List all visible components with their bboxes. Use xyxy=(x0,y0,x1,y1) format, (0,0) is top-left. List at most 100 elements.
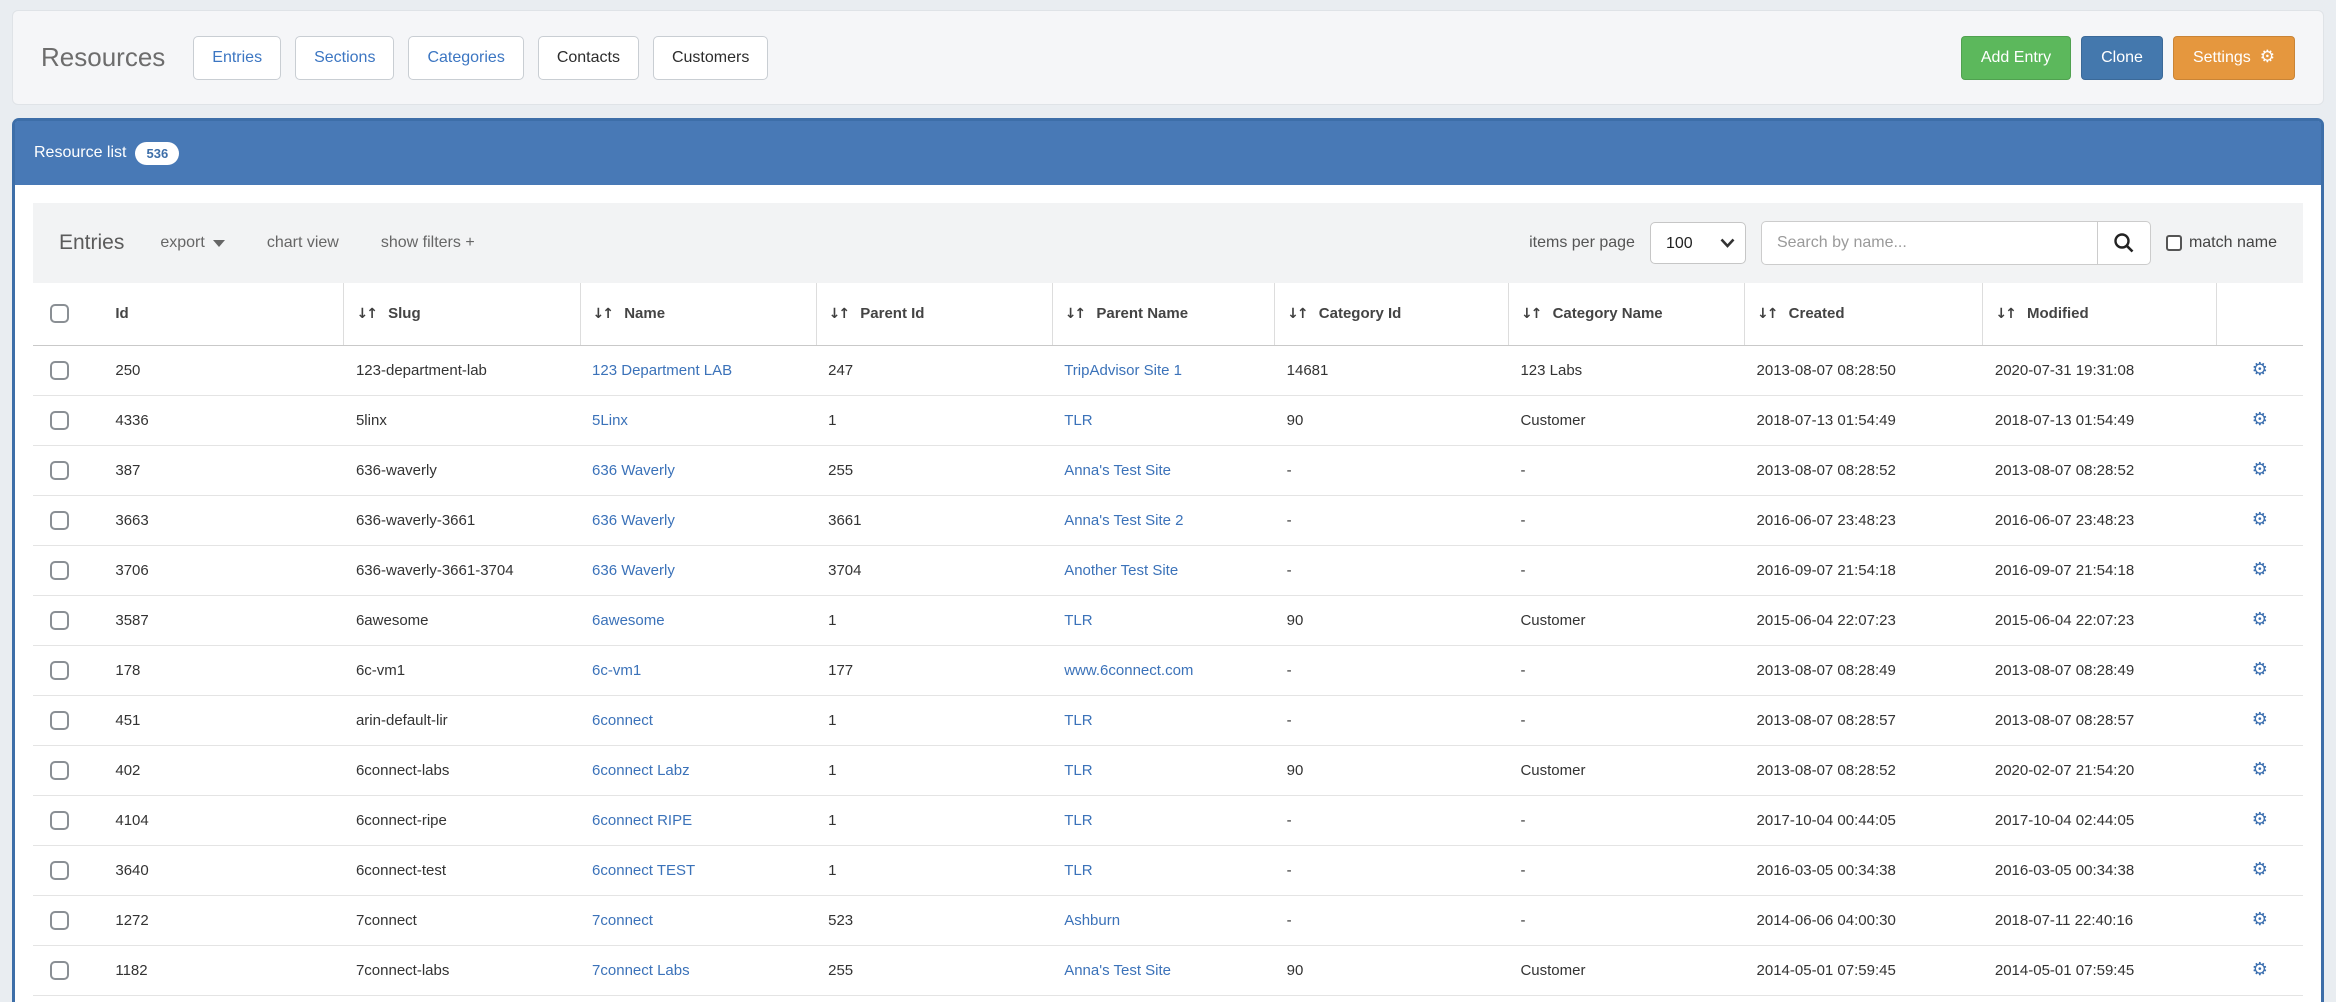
entry-name-link[interactable]: 7connect Labs xyxy=(592,961,690,979)
parent-name-link[interactable]: Anna's Test Site xyxy=(1064,461,1172,479)
row-settings-button[interactable]: ⚙ xyxy=(2248,907,2272,933)
match-name-checkbox[interactable] xyxy=(2165,235,2182,251)
chart-view-link[interactable]: chart view xyxy=(266,234,339,251)
parent-name-link[interactable]: Anna's Test Site xyxy=(1064,961,1172,979)
table-row: 402 6connect-labs 6connect Labz 1 TLR 90… xyxy=(33,745,2303,796)
cell-id: 451 xyxy=(103,695,344,746)
row-checkbox[interactable] xyxy=(50,860,69,880)
column-header-category-id[interactable]: ↓↑ Category Id xyxy=(1274,283,1509,346)
cell-parent-name: TLR xyxy=(1052,845,1275,896)
cell-select xyxy=(33,745,104,796)
cell-category-name: Customer xyxy=(1508,395,1745,446)
column-label: Name xyxy=(624,305,666,323)
tab-categories[interactable]: Categories xyxy=(408,35,524,80)
select-all-checkbox[interactable] xyxy=(50,304,69,324)
parent-name-link[interactable]: TLR xyxy=(1064,811,1093,829)
column-header-category-name[interactable]: ↓↑ Category Name xyxy=(1507,283,1745,346)
cell-actions: ⚙ xyxy=(2216,545,2303,596)
entry-name-link[interactable]: 6awesome xyxy=(592,611,665,629)
row-checkbox[interactable] xyxy=(50,410,69,430)
gear-icon: ⚙ xyxy=(2251,759,2268,780)
row-settings-button[interactable]: ⚙ xyxy=(2248,457,2272,483)
cell-name: 6connect TEST xyxy=(580,845,817,896)
parent-name-link[interactable]: TLR xyxy=(1064,711,1093,729)
entry-name-link[interactable]: 6connect Labz xyxy=(592,761,690,779)
button-label: Clone xyxy=(2101,48,2143,66)
search-icon xyxy=(2114,233,2134,253)
row-checkbox[interactable] xyxy=(50,660,69,680)
entry-name-link[interactable]: 6connect RIPE xyxy=(592,811,693,829)
row-checkbox[interactable] xyxy=(50,760,69,780)
row-settings-button[interactable]: ⚙ xyxy=(2248,357,2272,383)
items-per-page-select[interactable]: 100 xyxy=(1649,222,1746,264)
table-row: 3587 6awesome 6awesome 1 TLR 90 Customer… xyxy=(33,595,2303,646)
cell-actions: ⚙ xyxy=(2216,945,2303,996)
row-settings-button[interactable]: ⚙ xyxy=(2248,657,2272,683)
parent-name-link[interactable]: Ashburn xyxy=(1064,911,1121,929)
add-entry-button[interactable]: Add Entry xyxy=(1960,35,2072,80)
cell-modified: 2014-05-01 07:59:45 xyxy=(1982,945,2217,996)
tab-customers[interactable]: Customers xyxy=(652,35,769,80)
parent-name-link[interactable]: TLR xyxy=(1064,611,1093,629)
column-header-created[interactable]: ↓↑ Created xyxy=(1744,283,1983,346)
entry-name-link[interactable]: 636 Waverly xyxy=(592,511,675,529)
cell-category-name: - xyxy=(1508,645,1745,696)
row-checkbox[interactable] xyxy=(50,510,69,530)
parent-name-link[interactable]: TLR xyxy=(1064,411,1093,429)
row-checkbox[interactable] xyxy=(50,810,69,830)
parent-name-link[interactable]: TripAdvisor Site 1 xyxy=(1064,361,1183,379)
row-settings-button[interactable]: ⚙ xyxy=(2248,807,2272,833)
cell-category-name: - xyxy=(1508,795,1745,846)
entry-name-link[interactable]: 636 Waverly xyxy=(592,561,675,579)
table-header-row: Id ↓↑ Slug ↓↑ Name ↓↑ Parent Id ↓↑ Paren… xyxy=(33,283,2303,346)
parent-name-link[interactable]: TLR xyxy=(1064,861,1093,879)
cell-modified: 2018-07-13 01:54:49 xyxy=(1982,395,2217,446)
cell-select xyxy=(33,945,104,996)
show-filters-link[interactable]: show filters + xyxy=(380,234,475,251)
tab-sections[interactable]: Sections xyxy=(295,35,395,80)
entry-name-link[interactable]: 636 Waverly xyxy=(592,461,675,479)
column-header-parent-id[interactable]: ↓↑ Parent Id xyxy=(815,283,1053,346)
cell-id: 4104 xyxy=(103,795,344,846)
column-header-name[interactable]: ↓↑ Name xyxy=(579,283,817,346)
cell-created: 2017-10-04 00:44:05 xyxy=(1744,795,1983,846)
entry-name-link[interactable]: 6connect TEST xyxy=(592,861,696,879)
row-checkbox[interactable] xyxy=(50,910,69,930)
settings-button[interactable]: Settings ⚙ xyxy=(2172,35,2295,80)
parent-name-link[interactable]: www.6connect.com xyxy=(1064,661,1194,679)
row-checkbox[interactable] xyxy=(50,960,69,980)
row-settings-button[interactable]: ⚙ xyxy=(2248,507,2272,533)
tab-entries[interactable]: Entries xyxy=(193,35,282,80)
gear-icon: ⚙ xyxy=(2251,509,2268,530)
row-checkbox[interactable] xyxy=(50,560,69,580)
header-actions: Add Entry Clone Settings ⚙ xyxy=(1960,35,2295,80)
row-settings-button[interactable]: ⚙ xyxy=(2248,407,2272,433)
entry-name-link[interactable]: 6c-vm1 xyxy=(592,661,642,679)
entry-name-link[interactable]: 123 Department LAB xyxy=(592,361,733,379)
row-checkbox[interactable] xyxy=(50,460,69,480)
entry-name-link[interactable]: 5Linx xyxy=(592,411,628,429)
entry-name-link[interactable]: 6connect xyxy=(592,711,653,729)
entry-name-link[interactable]: 7connect xyxy=(592,911,653,929)
column-header-parent-name[interactable]: ↓↑ Parent Name xyxy=(1051,283,1275,346)
row-settings-button[interactable]: ⚙ xyxy=(2248,857,2272,883)
row-checkbox[interactable] xyxy=(50,610,69,630)
row-settings-button[interactable]: ⚙ xyxy=(2248,957,2272,983)
search-button[interactable] xyxy=(2096,221,2151,265)
row-checkbox[interactable] xyxy=(50,360,69,380)
row-settings-button[interactable]: ⚙ xyxy=(2248,607,2272,633)
export-dropdown[interactable]: export xyxy=(160,234,225,252)
tab-contacts[interactable]: Contacts xyxy=(537,35,639,80)
parent-name-link[interactable]: Another Test Site xyxy=(1064,561,1179,579)
row-settings-button[interactable]: ⚙ xyxy=(2248,707,2272,733)
row-checkbox[interactable] xyxy=(50,710,69,730)
search-input[interactable] xyxy=(1760,221,2097,265)
clone-button[interactable]: Clone xyxy=(2081,35,2163,80)
column-header-modified[interactable]: ↓↑ Modified xyxy=(1982,283,2217,346)
row-settings-button[interactable]: ⚙ xyxy=(2248,757,2272,783)
row-settings-button[interactable]: ⚙ xyxy=(2248,557,2272,583)
cell-parent-id: 1 xyxy=(816,745,1053,796)
column-header-slug[interactable]: ↓↑ Slug xyxy=(343,283,581,346)
parent-name-link[interactable]: TLR xyxy=(1064,761,1093,779)
parent-name-link[interactable]: Anna's Test Site 2 xyxy=(1064,511,1184,529)
